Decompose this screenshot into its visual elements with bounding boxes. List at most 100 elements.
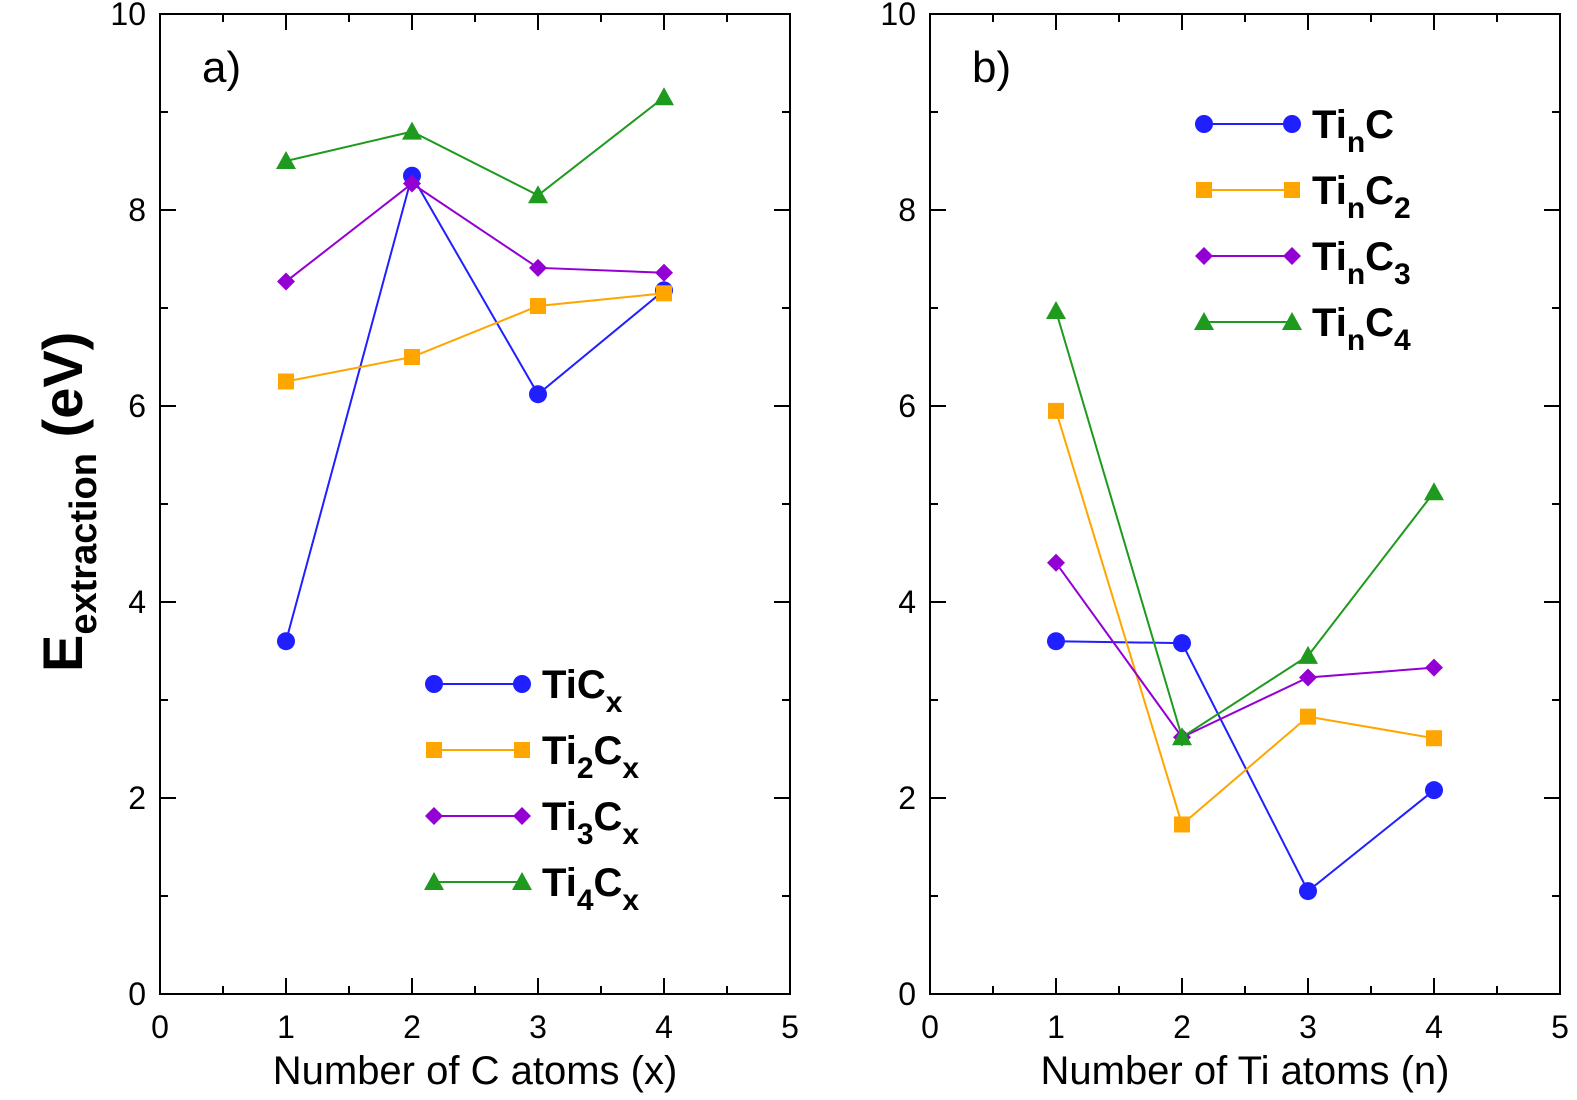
y-axis-label-sub: extraction: [63, 453, 105, 635]
series-line-TinC4: [1055, 310, 1435, 739]
data-point-TinC: [1425, 781, 1443, 800]
legend-marker: [1284, 182, 1300, 198]
legend-marker: [1195, 115, 1213, 133]
legend-marker: [425, 675, 443, 693]
data-point-Ti2Cx: [530, 298, 546, 315]
legend-label-part: Ti: [1312, 169, 1347, 213]
legend-label-part: n: [1347, 324, 1365, 357]
series-a: [276, 87, 674, 651]
x-tick-label: 3: [529, 1009, 547, 1045]
data-point-TinC4: [1424, 482, 1444, 501]
legend-label: TinC: [1312, 103, 1394, 159]
y-axis-label-unit: (eV): [31, 332, 94, 453]
data-point-Ti4Cx: [276, 151, 296, 169]
x-tick-label: 4: [655, 1009, 673, 1045]
data-point-TinC: [1173, 634, 1191, 653]
panel-label-a: a): [202, 43, 241, 92]
legend-label-part: n: [1347, 126, 1365, 159]
x-axis-label-a: Number of C atoms (x): [273, 1049, 678, 1093]
x-tick-label: 1: [1047, 1009, 1065, 1045]
series-line-TinC: [1055, 640, 1435, 893]
y-axis-label: Eextraction (eV): [31, 332, 105, 672]
data-point-TinC2: [1426, 730, 1442, 747]
legend-marker: [1283, 247, 1301, 265]
data-point-Ti2Cx: [278, 373, 294, 390]
legend-marker: [1196, 182, 1212, 198]
data-point-TinC2: [1174, 816, 1190, 833]
data-point-Ti2Cx: [656, 285, 672, 302]
x-tick-label: 1: [277, 1009, 295, 1045]
y-tick-label: 4: [128, 584, 146, 620]
data-point-Ti3Cx: [403, 174, 421, 193]
legend-marker: [1283, 115, 1301, 133]
legend-label-part: n: [1347, 258, 1365, 291]
legend-label-part: C: [1365, 103, 1394, 147]
series-b: [1046, 300, 1444, 901]
data-point-TinC: [1047, 632, 1065, 651]
legend-label-part: C: [594, 861, 623, 905]
x-tick-label: 4: [1425, 1009, 1443, 1045]
legend-label-part: x: [622, 884, 639, 917]
legend-label: Ti3Cx: [542, 795, 639, 851]
x-axis-label-b: Number of Ti atoms (n): [1040, 1049, 1449, 1093]
data-point-TinC2: [1300, 708, 1316, 725]
x-tick-label: 2: [403, 1009, 421, 1045]
series-line-Ti4Cx: [285, 96, 665, 197]
legend-marker: [426, 742, 442, 758]
legend-label-part: x: [622, 818, 639, 851]
data-point-Ti2Cx: [404, 349, 420, 365]
data-point-Ti4Cx: [528, 185, 548, 204]
data-point-TinC4: [1298, 645, 1318, 664]
legend-label-part: Ti: [542, 861, 577, 905]
x-tick-label: 0: [151, 1009, 169, 1045]
legend-label-part: 4: [1394, 324, 1411, 357]
ticks-a: 0 1 2 3 4 5 0 2 4 6 8 10: [110, 0, 798, 1045]
legend-item-TinC3: TinC3: [1195, 235, 1411, 291]
legend-label-part: C: [594, 729, 623, 773]
legend-label-part: TiC: [542, 663, 606, 707]
legend-item-TinC: TinC: [1195, 103, 1394, 159]
data-point-Ti3Cx: [529, 258, 547, 277]
legend-item-TiCx: TiCx: [425, 663, 623, 719]
series-line-Ti3Cx: [285, 182, 665, 283]
y-tick-label: 10: [880, 0, 916, 32]
legend-label-part: C: [594, 795, 623, 839]
data-point-TinC4: [1046, 300, 1066, 319]
data-point-TiCx: [529, 385, 547, 404]
chart-panel-b: b) Number of Ti atoms (n) 0 1 2 3 4 50246810 …: [880, 0, 1568, 1093]
x-tick-label: 0: [921, 1009, 939, 1045]
y-tick-label: 0: [898, 976, 916, 1012]
legend-item-Ti4Cx: Ti4Cx: [424, 861, 639, 917]
legend-item-TinC4: TinC4: [1194, 301, 1411, 357]
legend-marker: [425, 807, 443, 825]
legend-label-part: Ti: [542, 795, 577, 839]
y-tick-label: 0: [128, 976, 146, 1012]
legend-label: TinC2: [1312, 169, 1411, 225]
data-point-TiCx: [277, 632, 295, 651]
legend-label-part: x: [606, 686, 623, 719]
legend-item-Ti3Cx: Ti3Cx: [425, 795, 639, 851]
data-point-TinC4: [1172, 727, 1192, 746]
data-point-TinC2: [1048, 402, 1064, 419]
legend-marker: [513, 807, 531, 825]
data-point-TinC3: [1425, 658, 1443, 677]
series-line-TinC2: [1055, 410, 1435, 827]
x-tick-label: 5: [781, 1009, 799, 1045]
legend-item-TinC2: TinC2: [1196, 169, 1411, 225]
legend-label-part: Ti: [1312, 301, 1347, 345]
legend-label: TiCx: [542, 663, 623, 719]
y-tick-label: 2: [128, 780, 146, 816]
y-tick-label: 6: [128, 388, 146, 424]
legend-label-part: 2: [1394, 192, 1411, 225]
data-point-TinC: [1299, 882, 1317, 901]
panel-label-b: b): [972, 43, 1011, 92]
data-point-Ti3Cx: [277, 272, 295, 291]
legend-marker: [1194, 312, 1214, 330]
y-tick-label: 4: [898, 584, 916, 620]
legend-item-Ti2Cx: Ti2Cx: [426, 729, 639, 785]
plot-frame-a: [159, 13, 791, 995]
ticks-b: 0 1 2 3 4 5 0 2 4 6 8 10: [880, 0, 1568, 1045]
data-point-TinC3: [1047, 553, 1065, 572]
y-tick-label: 8: [898, 192, 916, 228]
x-tick-label: 3: [1299, 1009, 1317, 1045]
